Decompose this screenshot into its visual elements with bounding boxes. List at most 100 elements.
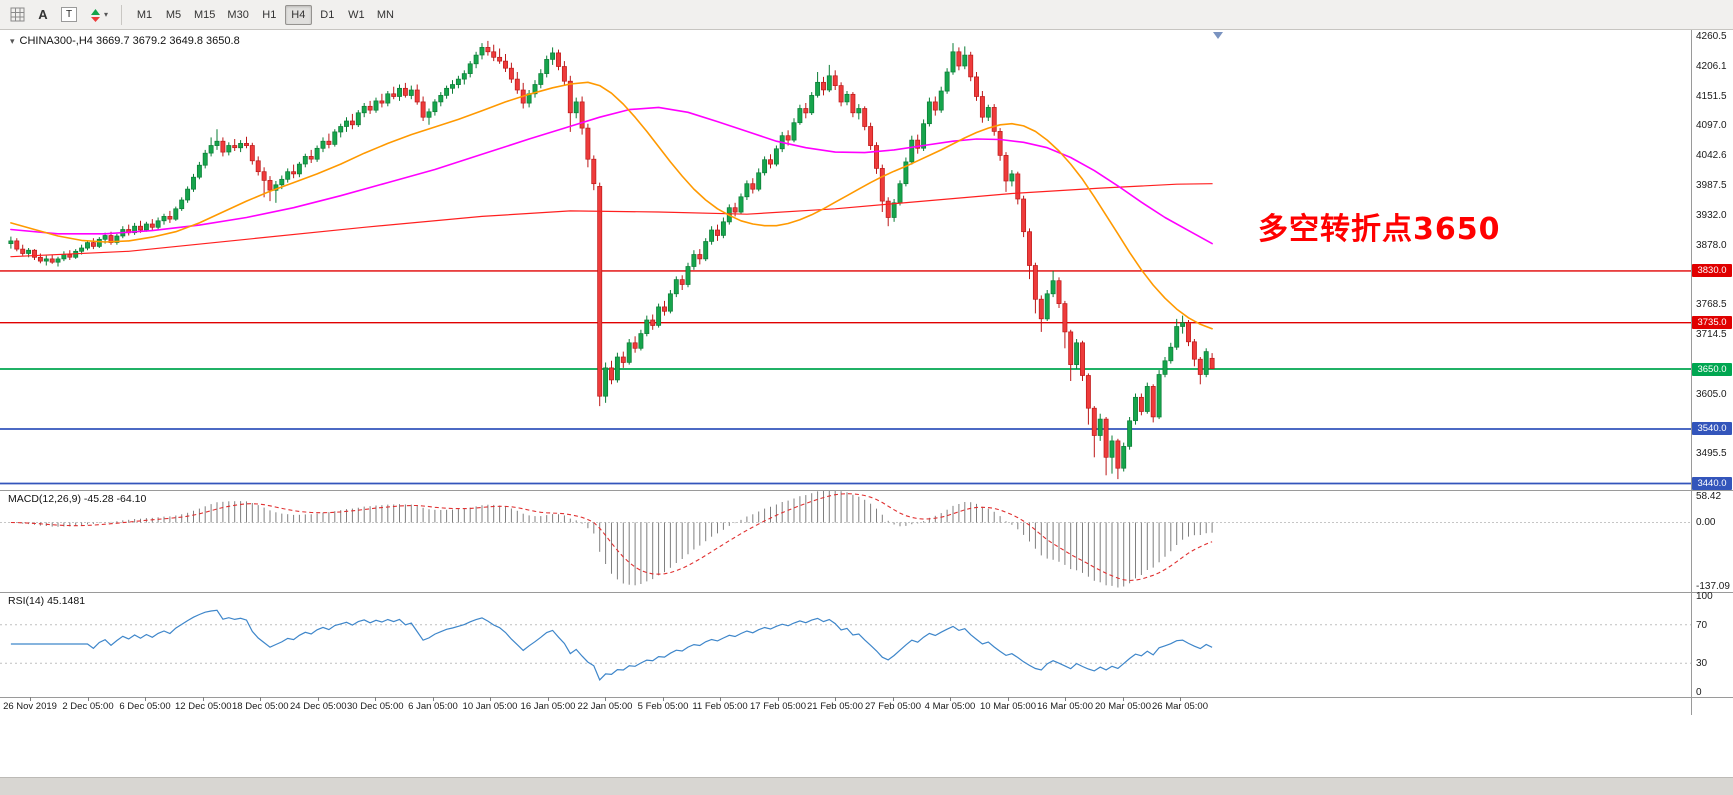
toolbar-separator [121,4,123,25]
date-label: 16 Mar 05:00 [1037,701,1093,712]
candles-group [8,40,1215,480]
price-axis-rail[interactable] [1691,30,1692,715]
tf-button-m1[interactable]: M1 [136,8,153,21]
date-label: 21 Feb 05:00 [807,701,863,712]
text-tool-icon: T [61,7,77,22]
macd-axis-label: 0.00 [1696,517,1716,528]
tf-button-h4[interactable]: H4 [284,4,312,25]
date-label: 6 Jan 05:00 [408,701,458,712]
chart-shift-marker-icon[interactable] [1213,32,1223,39]
y-axis-label: 4042.6 [1696,150,1727,161]
rsi-canvas[interactable] [0,592,1733,697]
date-tick [145,697,146,701]
date-label: 16 Jan 05:00 [520,701,576,712]
date-label: 4 Mar 05:00 [924,701,976,712]
symbol-info: ▾ CHINA300-,H4 3669.7 3679.2 3649.8 3650.… [10,35,240,47]
rsi-line [10,609,1213,681]
rsi-axis-label: 70 [1696,620,1708,631]
date-tick [88,697,89,701]
collapse-triangle-icon[interactable]: ▾ [10,36,15,46]
toolbar: A T ▾ M1 M5 M15 M30 H1 H4 D1 W1 MN [0,0,1733,30]
panel-separator [0,697,1733,698]
date-label: 26 Nov 2019 [3,701,57,712]
rsi-axis-label: 30 [1696,658,1708,669]
ma-fast-line [10,81,1213,330]
tf-button-w1[interactable]: W1 [348,8,365,21]
date-tick [548,697,549,701]
updown-arrows-tool[interactable]: ▾ [84,4,112,26]
y-axis-label: 4151.5 [1696,91,1727,102]
date-label: 27 Feb 05:00 [865,701,921,712]
date-label: 30 Dec 05:00 [347,701,404,712]
date-tick [663,697,664,701]
date-label: 11 Feb 05:00 [692,701,748,712]
price-chart-canvas[interactable] [0,30,1733,490]
panel-separator[interactable] [0,490,1733,491]
rsi-axis-label: 100 [1696,591,1713,602]
macd-label: MACD(12,26,9) -45.28 -64.10 [8,493,147,505]
y-axis-label: 3605.0 [1696,389,1727,400]
tf-button-m15[interactable]: M15 [194,8,216,21]
date-tick [1065,697,1066,701]
rsi-label: RSI(14) 45.1481 [8,595,86,607]
date-tick [1008,697,1009,701]
date-tick [1180,697,1181,701]
macd-canvas[interactable] [0,490,1733,592]
date-label: 12 Dec 05:00 [175,701,232,712]
main-chart-panel[interactable] [0,30,1733,490]
macd-histogram [16,491,1213,588]
chart-annotation[interactable]: 多空转折点3650 [1258,212,1501,247]
date-tick [720,697,721,701]
date-label: 17 Feb 05:00 [750,701,806,712]
date-label: 2 Dec 05:00 [62,701,114,712]
date-label: 22 Jan 05:00 [577,701,633,712]
y-axis-label: 3495.5 [1696,448,1727,459]
date-tick [375,697,376,701]
updown-arrows-icon [91,8,100,22]
date-tick [893,697,894,701]
y-axis-label: 4206.1 [1696,61,1727,72]
tf-button-mn[interactable]: MN [376,8,394,21]
date-tick [490,697,491,701]
date-tick [433,697,434,701]
dropdown-caret-icon: ▾ [104,10,109,19]
macd-panel[interactable] [0,490,1733,592]
tf-button-h1[interactable]: H1 [262,8,277,21]
tf-button-m30[interactable]: M30 [227,8,249,21]
date-label: 20 Mar 05:00 [1095,701,1151,712]
price-tag-3440.0: 3440.0 [1692,477,1732,490]
cursor-a-tool[interactable]: A [38,7,48,22]
text-tool[interactable]: T [57,4,81,26]
y-axis-label: 3768.5 [1696,299,1727,310]
ma-slow-line [10,183,1213,258]
date-label: 10 Jan 05:00 [462,701,518,712]
y-axis-label: 3878.0 [1696,240,1727,251]
timeframe-toolbar: M1 M5 M15 M30 H1 H4 D1 W1 MN [131,4,399,25]
symbol-ohlc-text: CHINA300-,H4 3669.7 3679.2 3649.8 3650.8 [19,35,240,47]
y-axis-label: 3714.5 [1696,329,1727,340]
ma-mid-line [10,106,1213,245]
date-tick [950,697,951,701]
price-tag-3650.0: 3650.0 [1692,363,1732,376]
tf-button-d1[interactable]: D1 [320,8,335,21]
date-tick [30,697,31,701]
date-tick [203,697,204,701]
date-tick [1123,697,1124,701]
macd-axis-label: -137.09 [1696,581,1730,592]
rsi-panel[interactable] [0,592,1733,697]
y-axis-label: 4260.5 [1696,31,1727,42]
price-tag-3830.0: 3830.0 [1692,264,1732,277]
grid-icon [10,7,25,22]
panel-separator[interactable] [0,592,1733,593]
date-tick [605,697,606,701]
date-tick [835,697,836,701]
date-label: 5 Feb 05:00 [637,701,689,712]
price-tag-3540.0: 3540.0 [1692,422,1732,435]
y-axis-label: 3987.5 [1696,180,1727,191]
grid-icon[interactable] [6,4,29,26]
date-label: 6 Dec 05:00 [119,701,171,712]
date-tick [318,697,319,701]
rsi-axis-label: 0 [1696,687,1702,698]
tf-button-m5[interactable]: M5 [165,8,182,21]
